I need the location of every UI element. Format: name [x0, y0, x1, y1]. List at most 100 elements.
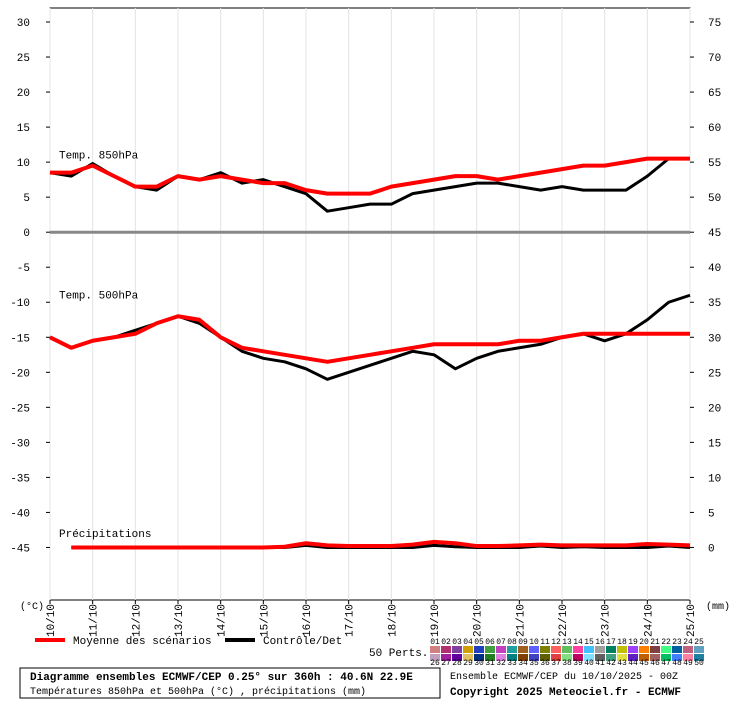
legend-label: Moyenne des scénarios	[73, 636, 212, 648]
footer-copyright: Copyright 2025 Meteociel.fr - ECMWF	[450, 687, 681, 699]
y2-tick-label: 35	[708, 298, 721, 310]
y2-tick-label: 40	[708, 263, 721, 275]
member-swatch	[430, 646, 440, 653]
y-tick-label: -25	[10, 403, 30, 415]
member-label: 27	[441, 659, 451, 668]
y-tick-label: 10	[17, 158, 30, 170]
member-swatch	[573, 646, 583, 653]
y2-tick-label: 20	[708, 403, 721, 415]
x-tick-label: 25/10	[686, 604, 698, 637]
perturbations-label: 50 Perts.	[369, 648, 428, 660]
y2-tick-label: 5	[708, 508, 715, 520]
y-tick-label: 5	[23, 193, 30, 205]
member-label: 24	[683, 638, 693, 647]
member-label: 41	[595, 659, 605, 668]
member-label: 30	[474, 659, 484, 668]
member-swatch	[529, 654, 539, 661]
x-tick-label: 17/10	[345, 604, 357, 637]
member-label: 28	[452, 659, 462, 668]
y-tick-label: -15	[10, 333, 30, 345]
y-tick-label: -10	[10, 298, 30, 310]
member-label: 50	[694, 659, 704, 668]
member-swatch	[595, 646, 605, 653]
control-line	[49, 157, 690, 213]
member-label: 13	[562, 638, 572, 647]
y-tick-label: 15	[17, 123, 30, 135]
member-swatch	[672, 646, 682, 653]
control-line	[49, 293, 691, 381]
member-label: 06	[485, 638, 495, 647]
y-tick-label: -35	[10, 473, 30, 485]
x-tick-label: 23/10	[601, 604, 613, 637]
member-swatch	[617, 646, 627, 653]
member-label: 46	[650, 659, 660, 668]
legend-label: Contrôle/Det	[263, 636, 342, 648]
member-swatch	[452, 654, 462, 661]
member-swatch	[474, 646, 484, 653]
member-label: 43	[617, 659, 627, 668]
member-swatch	[650, 646, 660, 653]
footer-box	[19, 667, 441, 699]
panel-label: Précipitations	[59, 529, 151, 541]
member-label: 32	[496, 659, 506, 668]
member-swatch	[518, 654, 528, 661]
member-label: 11	[540, 638, 550, 647]
y2-tick-label: 50	[708, 193, 721, 205]
member-swatch	[639, 654, 649, 661]
member-swatch	[463, 646, 473, 653]
member-label: 20	[639, 638, 649, 647]
member-label: 21	[650, 638, 660, 647]
member-label: 36	[540, 659, 550, 668]
member-label: 40	[584, 659, 594, 668]
footer-title: Diagramme ensembles ECMWF/CEP 0.25° sur …	[30, 672, 413, 684]
member-label: 01	[430, 638, 440, 647]
y2-tick-label: 30	[708, 333, 721, 345]
member-swatch	[441, 654, 451, 661]
y2-tick-label: 60	[708, 123, 721, 135]
y2-tick-label: 65	[708, 88, 721, 100]
member-swatch	[507, 646, 517, 653]
member-swatch	[518, 646, 528, 653]
x-tick-label: 10/10	[46, 604, 58, 637]
member-swatch	[496, 654, 506, 661]
member-label: 05	[474, 638, 484, 647]
member-label: 23	[672, 638, 682, 647]
member-label: 45	[639, 659, 649, 668]
x-tick-label: 11/10	[89, 604, 101, 637]
x-tick-label: 21/10	[515, 604, 527, 637]
y-tick-label: 0	[23, 228, 30, 240]
footer-run: Ensemble ECMWF/CEP du 10/10/2025 - 00Z	[450, 671, 678, 683]
y-tick-label: -30	[10, 438, 30, 450]
x-tick-label: 15/10	[259, 604, 271, 637]
member-label: 49	[683, 659, 693, 668]
member-swatch	[584, 646, 594, 653]
member-swatch	[485, 646, 495, 653]
member-label: 26	[430, 659, 440, 668]
member-label: 18	[617, 638, 627, 647]
member-swatch	[683, 646, 693, 653]
member-swatch	[551, 654, 561, 661]
x-tick-label: 18/10	[387, 604, 399, 637]
member-swatch	[551, 646, 561, 653]
member-swatch	[452, 646, 462, 653]
member-swatch	[474, 654, 484, 661]
member-label: 39	[573, 659, 583, 668]
member-label: 42	[606, 659, 616, 668]
member-swatch	[441, 646, 451, 653]
y2-tick-label: 75	[708, 18, 721, 30]
member-swatch	[672, 654, 682, 661]
member-swatch	[562, 646, 572, 653]
member-swatch	[540, 654, 550, 661]
x-tick-label: 13/10	[174, 604, 186, 637]
member-label: 16	[595, 638, 605, 647]
member-label: 34	[518, 659, 528, 668]
x-tick-label: 16/10	[302, 604, 314, 637]
member-swatch	[650, 654, 660, 661]
x-tick-label: 20/10	[473, 604, 485, 637]
member-label: 19	[628, 638, 638, 647]
y-tick-label: 25	[17, 53, 30, 65]
member-swatch	[628, 654, 638, 661]
member-swatch	[639, 646, 649, 653]
member-swatch	[562, 654, 572, 661]
